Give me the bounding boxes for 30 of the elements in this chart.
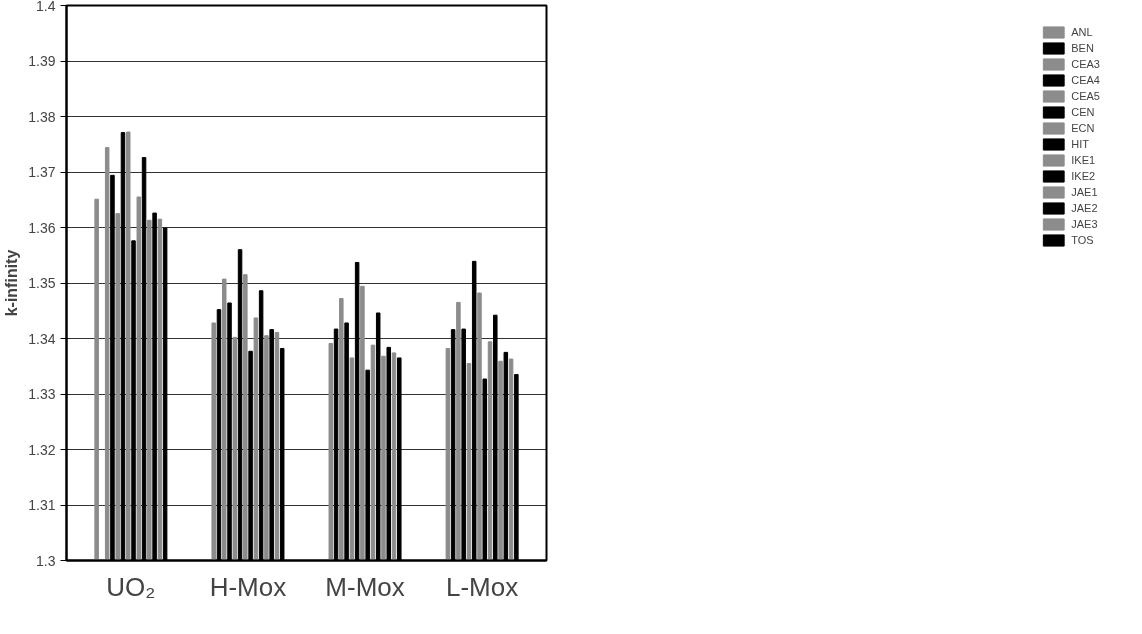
legend-label: IKE1 — [1071, 153, 1096, 167]
legend-label: JAE2 — [1071, 201, 1098, 215]
y-tick-label: 1.39 — [28, 53, 56, 69]
legend-label: CEA3 — [1071, 57, 1100, 71]
y-tick-label: 1.36 — [28, 219, 56, 236]
y-tick-label: 1.3 — [36, 552, 56, 569]
legend-label: ECN — [1071, 121, 1095, 135]
legend-label: IKE2 — [1071, 169, 1096, 183]
y-tick-label: 1.32 — [28, 441, 56, 458]
y-tick-label: 1.34 — [28, 330, 56, 347]
y-tick-label: 1.4 — [36, 0, 56, 14]
y-tick-label: 1.35 — [28, 275, 56, 291]
legend-label: CEA4 — [1071, 73, 1100, 87]
legend-label: ANL — [1071, 25, 1093, 39]
y-axis-title: k-infinity — [3, 249, 21, 317]
legend-label: CEN — [1071, 105, 1095, 119]
x-tick-label: H-Mox — [209, 571, 287, 602]
legend-label: CEA5 — [1071, 89, 1100, 103]
x-tick-label: L-Mox — [445, 571, 519, 602]
legend-label: HIT — [1071, 137, 1090, 151]
y-tick-label: 1.33 — [28, 386, 56, 402]
y-tick-label: 1.31 — [28, 497, 56, 513]
legend-label: JAE3 — [1071, 217, 1098, 231]
legend-label: TOS — [1071, 233, 1094, 247]
legend-label: JAE1 — [1071, 185, 1098, 199]
y-tick-label: 1.37 — [28, 164, 56, 180]
x-tick-label: M-Mox — [325, 571, 405, 602]
legend-label: BEN — [1071, 41, 1094, 55]
y-tick-label: 1.38 — [28, 108, 56, 125]
x-tick-label: UO₂ — [106, 571, 156, 602]
